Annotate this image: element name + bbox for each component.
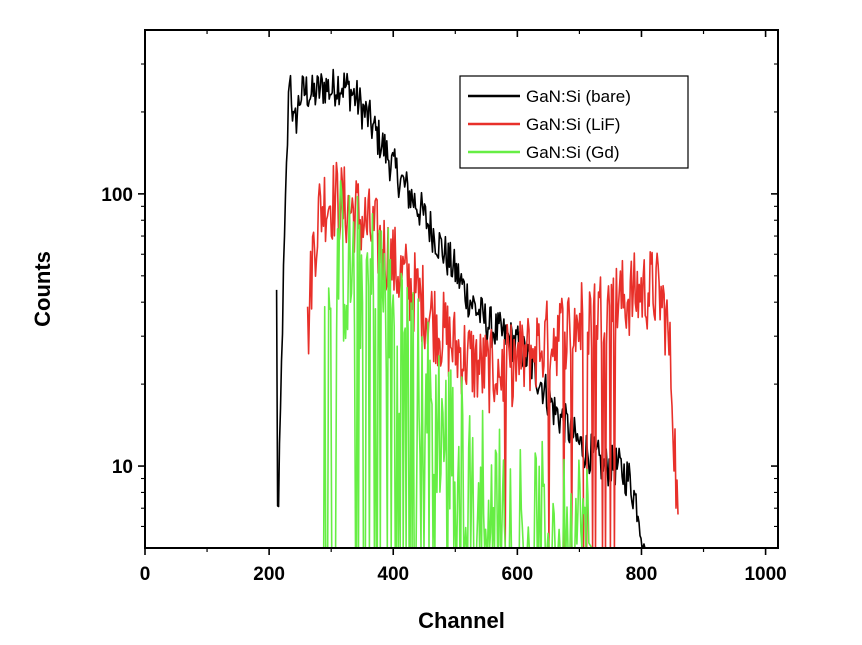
legend-label-1: GaN:Si (bare): [526, 87, 631, 106]
series-layer: [275, 68, 679, 549]
y-tick-label: 100: [101, 185, 133, 206]
series-line-2: [306, 161, 679, 549]
legend-label-3: GaN:Si (Gd): [526, 143, 620, 162]
y-axis-label: Counts: [30, 251, 55, 327]
x-tick-label: 200: [253, 564, 285, 585]
legend: GaN:Si (bare) GaN:Si (LiF) GaN:Si (Gd): [459, 75, 689, 169]
series-line-1: [275, 68, 648, 549]
y-tick-label: 10: [112, 457, 133, 478]
legend-label-2: GaN:Si (LiF): [526, 115, 620, 134]
x-tick-label: 600: [502, 564, 534, 585]
x-tick-label: 1000: [744, 564, 786, 585]
plot-frame: [144, 29, 779, 549]
x-axis-label: Channel: [418, 608, 505, 633]
x-tick-label: 0: [140, 564, 151, 585]
x-tick-label: 800: [626, 564, 658, 585]
series-line-3: [322, 180, 616, 549]
ticks-layer: 0 200 400 600 800 1000 10 100: [101, 30, 787, 585]
x-tick-label: 400: [377, 564, 409, 585]
